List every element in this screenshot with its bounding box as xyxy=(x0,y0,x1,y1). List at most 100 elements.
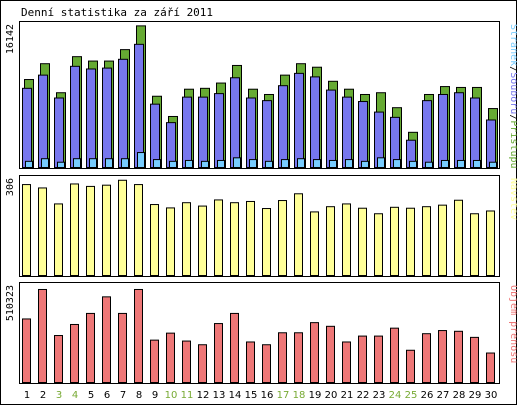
bar-navstev-day-9 xyxy=(150,204,159,276)
x-tick-day-8: 8 xyxy=(136,390,142,401)
x-tick-day-10: 10 xyxy=(165,390,178,401)
x-tick-day-17: 17 xyxy=(277,390,290,401)
bar-souboru-day-26 xyxy=(422,100,432,168)
bar-navstev-day-22 xyxy=(358,207,367,277)
bar-stranek-day-10 xyxy=(169,160,177,168)
bar-navstev-day-18 xyxy=(294,193,303,276)
bar-objem-day-8 xyxy=(134,288,143,383)
bar-stranek-day-11 xyxy=(185,159,193,169)
bar-navstev-day-4 xyxy=(70,183,79,276)
x-tick-day-5: 5 xyxy=(88,390,94,401)
bar-souboru-day-27 xyxy=(438,93,448,168)
bar-souboru-day-19 xyxy=(310,76,320,168)
y-max-label-3: 510323 xyxy=(5,285,16,321)
bar-navstev-day-27 xyxy=(438,204,447,276)
bar-stranek-day-12 xyxy=(201,160,209,168)
x-tick-day-7: 7 xyxy=(120,390,126,401)
bar-navstev-day-3 xyxy=(54,203,63,276)
bar-objem-day-17 xyxy=(278,332,287,383)
bar-navstev-day-2 xyxy=(38,187,47,276)
panel-frame-2 xyxy=(19,175,500,277)
legend-entry-3: Přístupů xyxy=(508,120,517,168)
bar-stranek-day-3 xyxy=(57,161,65,169)
bar-navstev-day-19 xyxy=(310,211,319,276)
x-tick-day-21: 21 xyxy=(341,390,354,401)
bar-objem-day-19 xyxy=(310,322,319,384)
bar-navstev-day-10 xyxy=(166,207,175,276)
bar-souboru-day-2 xyxy=(38,74,48,168)
bar-objem-day-14 xyxy=(230,312,239,383)
bar-navstev-day-28 xyxy=(454,199,463,276)
bar-souboru-day-4 xyxy=(70,65,80,168)
bar-navstev-day-5 xyxy=(86,185,95,277)
bar-objem-day-12 xyxy=(198,344,207,383)
chart-panels xyxy=(19,21,500,384)
bar-souboru-day-22 xyxy=(358,101,368,168)
x-tick-day-12: 12 xyxy=(197,390,210,401)
bar-navstev-day-13 xyxy=(214,199,223,276)
bar-stranek-day-24 xyxy=(393,159,401,168)
bar-souboru-day-11 xyxy=(182,96,192,168)
bar-objem-day-23 xyxy=(374,335,383,383)
bar-stranek-day-27 xyxy=(441,159,449,169)
bar-stranek-day-28 xyxy=(457,159,465,169)
x-tick-day-3: 3 xyxy=(56,390,62,401)
x-tick-day-24: 24 xyxy=(389,390,402,401)
x-tick-day-18: 18 xyxy=(293,390,306,401)
bar-souboru-day-15 xyxy=(246,97,256,168)
bar-stranek-day-4 xyxy=(73,158,81,169)
legend-entry-2: Souborů xyxy=(508,72,517,114)
bar-objem-day-22 xyxy=(358,335,367,383)
x-tick-day-27: 27 xyxy=(437,390,450,401)
bar-navstev-day-23 xyxy=(374,213,383,276)
bar-souboru-day-3 xyxy=(54,97,64,168)
bar-stranek-day-20 xyxy=(329,159,337,169)
bar-stranek-day-9 xyxy=(153,159,161,168)
bar-souboru-day-18 xyxy=(294,72,304,168)
bar-souboru-day-9 xyxy=(150,103,160,168)
bar-souboru-day-7 xyxy=(118,58,128,168)
bar-stranek-day-7 xyxy=(121,158,129,169)
x-tick-day-22: 22 xyxy=(357,390,370,401)
chart-title: Denní statistika za září 2011 xyxy=(21,6,213,19)
bar-objem-day-15 xyxy=(246,341,255,384)
x-tick-day-4: 4 xyxy=(72,390,78,401)
bar-objem-day-26 xyxy=(422,333,431,383)
bar-stranek-day-19 xyxy=(313,159,321,168)
bar-navstev-day-16 xyxy=(262,208,271,277)
bar-stranek-day-15 xyxy=(249,159,257,168)
bar-objem-day-9 xyxy=(150,339,159,383)
bar-souboru-day-10 xyxy=(166,122,176,169)
bar-stranek-day-21 xyxy=(345,159,353,168)
bar-navstev-day-12 xyxy=(198,205,207,276)
x-tick-day-25: 25 xyxy=(405,390,418,401)
bar-souboru-day-28 xyxy=(454,92,464,168)
bar-stranek-day-2 xyxy=(41,158,49,169)
panel-frame-1 xyxy=(19,21,500,169)
bar-souboru-day-16 xyxy=(262,100,272,168)
bar-stranek-day-22 xyxy=(361,160,369,168)
bar-navstev-day-11 xyxy=(182,202,191,276)
bar-navstev-day-17 xyxy=(278,200,287,276)
x-tick-day-11: 11 xyxy=(181,390,194,401)
bar-stranek-day-16 xyxy=(265,160,273,168)
bar-stranek-day-14 xyxy=(233,157,241,168)
x-tick-day-9: 9 xyxy=(152,390,158,401)
x-tick-day-1: 1 xyxy=(24,390,30,401)
bar-stranek-day-5 xyxy=(89,158,97,169)
bar-souboru-day-6 xyxy=(102,67,112,168)
bar-objem-day-7 xyxy=(118,312,127,383)
bar-navstev-day-24 xyxy=(390,206,399,276)
legend-navstev: Návštěv xyxy=(508,178,517,220)
bar-objem-day-30 xyxy=(486,352,495,384)
bar-souboru-day-12 xyxy=(198,96,208,168)
bar-navstev-day-29 xyxy=(470,213,479,276)
bar-souboru-day-8 xyxy=(134,43,144,168)
bar-objem-day-21 xyxy=(342,341,351,384)
x-tick-day-19: 19 xyxy=(309,390,322,401)
x-tick-day-30: 30 xyxy=(485,390,498,401)
bar-stranek-day-8 xyxy=(137,152,145,169)
bar-stranek-day-23 xyxy=(377,157,385,168)
